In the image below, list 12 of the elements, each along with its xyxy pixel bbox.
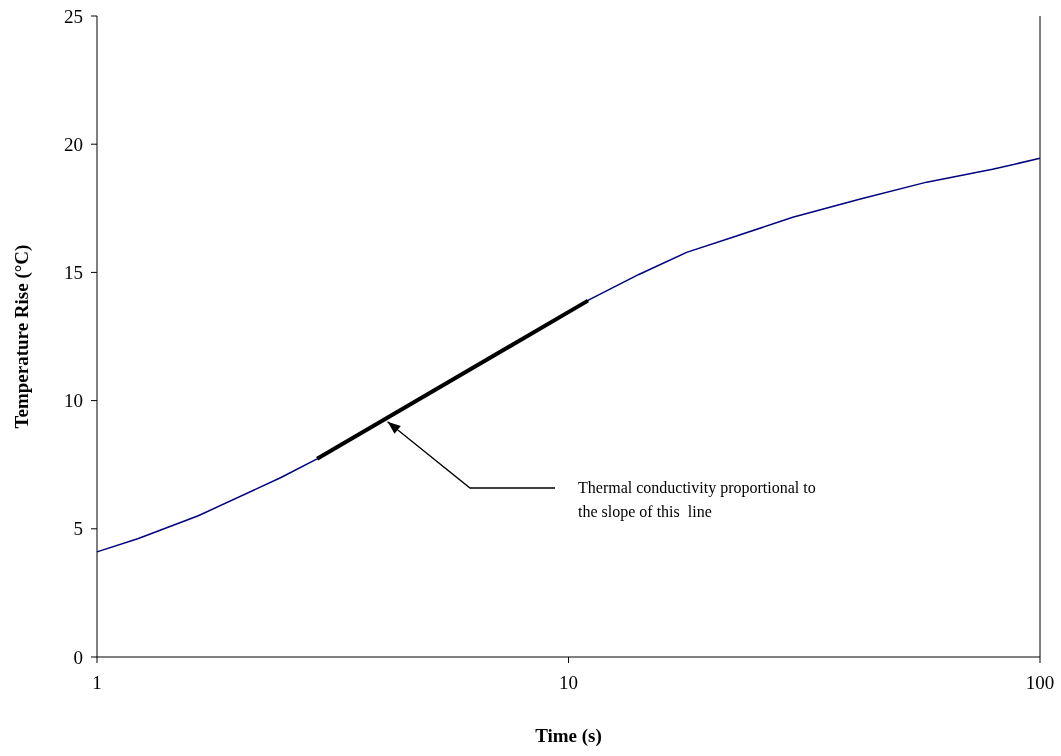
y-tick-label: 15	[64, 262, 83, 284]
y-tick-label: 25	[64, 5, 83, 27]
y-tick-label: 5	[73, 518, 83, 540]
x-tick-label: 100	[1025, 672, 1055, 693]
y-tick-label: 20	[64, 133, 83, 155]
y-tick-label: 10	[64, 390, 83, 412]
x-tick-label: 1	[92, 672, 102, 693]
y-tick-label: 0	[73, 646, 83, 668]
annotation: Thermal conductivity proportional to the slope of this line	[578, 479, 816, 521]
x-tick-label: 10	[559, 672, 578, 693]
y-axis-title: Temperature Rise (°C)	[11, 244, 33, 429]
x-axis-title: Time (s)	[535, 725, 602, 747]
